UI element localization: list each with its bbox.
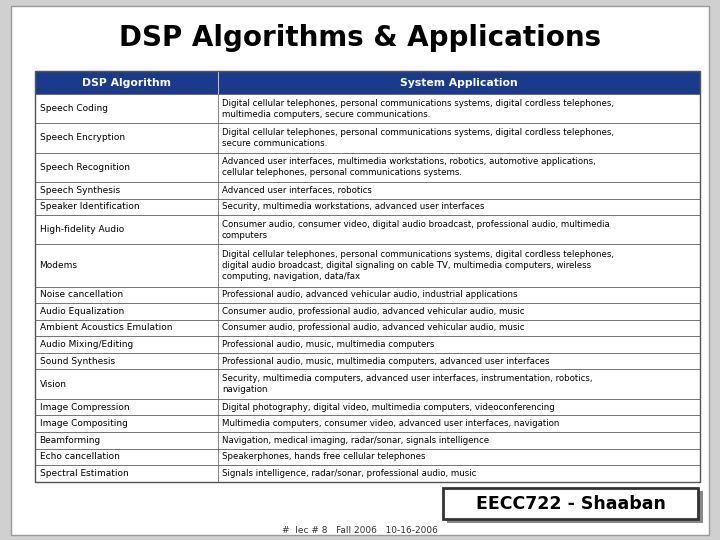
Text: System Application: System Application xyxy=(400,78,518,87)
Text: Speech Encryption: Speech Encryption xyxy=(40,133,125,143)
Text: Multimedia computers, consumer video, advanced user interfaces, navigation: Multimedia computers, consumer video, ad… xyxy=(222,419,559,428)
FancyBboxPatch shape xyxy=(35,199,700,215)
Text: Advanced user interfaces, multimedia workstations, robotics, automotive applicat: Advanced user interfaces, multimedia wor… xyxy=(222,157,595,177)
Text: Sound Synthesis: Sound Synthesis xyxy=(40,356,114,366)
Text: Echo cancellation: Echo cancellation xyxy=(40,453,120,461)
FancyBboxPatch shape xyxy=(35,320,700,336)
Text: Consumer audio, professional audio, advanced vehicular audio, music: Consumer audio, professional audio, adva… xyxy=(222,323,524,333)
Text: DSP Algorithms & Applications: DSP Algorithms & Applications xyxy=(119,24,601,52)
Text: Image Compression: Image Compression xyxy=(40,402,129,411)
Text: Speech Coding: Speech Coding xyxy=(40,104,107,113)
Text: Speech Synthesis: Speech Synthesis xyxy=(40,186,120,195)
Text: Spectral Estimation: Spectral Estimation xyxy=(40,469,128,478)
Text: Consumer audio, professional audio, advanced vehicular audio, music: Consumer audio, professional audio, adva… xyxy=(222,307,524,316)
Text: Speakerphones, hands free cellular telephones: Speakerphones, hands free cellular telep… xyxy=(222,453,426,461)
FancyBboxPatch shape xyxy=(35,71,700,94)
FancyBboxPatch shape xyxy=(35,465,700,482)
Text: High-fidelity Audio: High-fidelity Audio xyxy=(40,225,124,234)
Text: Professional audio, music, multimedia computers, advanced user interfaces: Professional audio, music, multimedia co… xyxy=(222,356,549,366)
Text: Advanced user interfaces, robotics: Advanced user interfaces, robotics xyxy=(222,186,372,195)
Text: Security, multimedia computers, advanced user interfaces, instrumentation, robot: Security, multimedia computers, advanced… xyxy=(222,374,593,394)
FancyBboxPatch shape xyxy=(35,399,700,415)
Text: DSP Algorithm: DSP Algorithm xyxy=(81,78,171,87)
Text: Digital photography, digital video, multimedia computers, videoconferencing: Digital photography, digital video, mult… xyxy=(222,402,554,411)
FancyBboxPatch shape xyxy=(35,94,700,123)
FancyBboxPatch shape xyxy=(35,336,700,353)
FancyBboxPatch shape xyxy=(35,449,700,465)
Text: Navigation, medical imaging, radar/sonar, signals intelligence: Navigation, medical imaging, radar/sonar… xyxy=(222,436,489,445)
FancyBboxPatch shape xyxy=(35,303,700,320)
FancyBboxPatch shape xyxy=(35,287,700,303)
Text: Digital cellular telephones, personal communications systems, digital cordless t: Digital cellular telephones, personal co… xyxy=(222,250,614,281)
Text: Ambient Acoustics Emulation: Ambient Acoustics Emulation xyxy=(40,323,172,333)
FancyBboxPatch shape xyxy=(447,491,703,523)
Text: Speech Recognition: Speech Recognition xyxy=(40,163,130,172)
FancyBboxPatch shape xyxy=(35,432,700,449)
Text: Professional audio, advanced vehicular audio, industrial applications: Professional audio, advanced vehicular a… xyxy=(222,291,518,299)
FancyBboxPatch shape xyxy=(35,153,700,182)
Text: Digital cellular telephones, personal communications systems, digital cordless t: Digital cellular telephones, personal co… xyxy=(222,128,614,148)
FancyBboxPatch shape xyxy=(35,123,700,153)
FancyBboxPatch shape xyxy=(35,415,700,432)
Text: Audio Equalization: Audio Equalization xyxy=(40,307,124,316)
FancyBboxPatch shape xyxy=(11,6,709,535)
FancyBboxPatch shape xyxy=(35,369,700,399)
Text: Security, multimedia workstations, advanced user interfaces: Security, multimedia workstations, advan… xyxy=(222,202,485,211)
Text: Professional audio, music, multimedia computers: Professional audio, music, multimedia co… xyxy=(222,340,434,349)
Text: Signals intelligence, radar/sonar, professional audio, music: Signals intelligence, radar/sonar, profe… xyxy=(222,469,476,478)
Text: Consumer audio, consumer video, digital audio broadcast, professional audio, mul: Consumer audio, consumer video, digital … xyxy=(222,220,610,240)
Text: Digital cellular telephones, personal communications systems, digital cordless t: Digital cellular telephones, personal co… xyxy=(222,99,614,119)
Text: Noise cancellation: Noise cancellation xyxy=(40,291,122,299)
FancyBboxPatch shape xyxy=(35,353,700,369)
Text: #  lec # 8   Fall 2006   10-16-2006: # lec # 8 Fall 2006 10-16-2006 xyxy=(282,526,438,535)
FancyBboxPatch shape xyxy=(443,488,698,519)
Text: Vision: Vision xyxy=(40,380,66,389)
Text: Audio Mixing/Editing: Audio Mixing/Editing xyxy=(40,340,133,349)
Text: Modems: Modems xyxy=(40,261,78,270)
Text: EECC722 - Shaaban: EECC722 - Shaaban xyxy=(476,495,665,513)
FancyBboxPatch shape xyxy=(35,245,700,287)
Text: Speaker Identification: Speaker Identification xyxy=(40,202,139,211)
Text: Beamforming: Beamforming xyxy=(40,436,101,445)
FancyBboxPatch shape xyxy=(35,215,700,245)
FancyBboxPatch shape xyxy=(35,182,700,199)
Text: Image Compositing: Image Compositing xyxy=(40,419,127,428)
